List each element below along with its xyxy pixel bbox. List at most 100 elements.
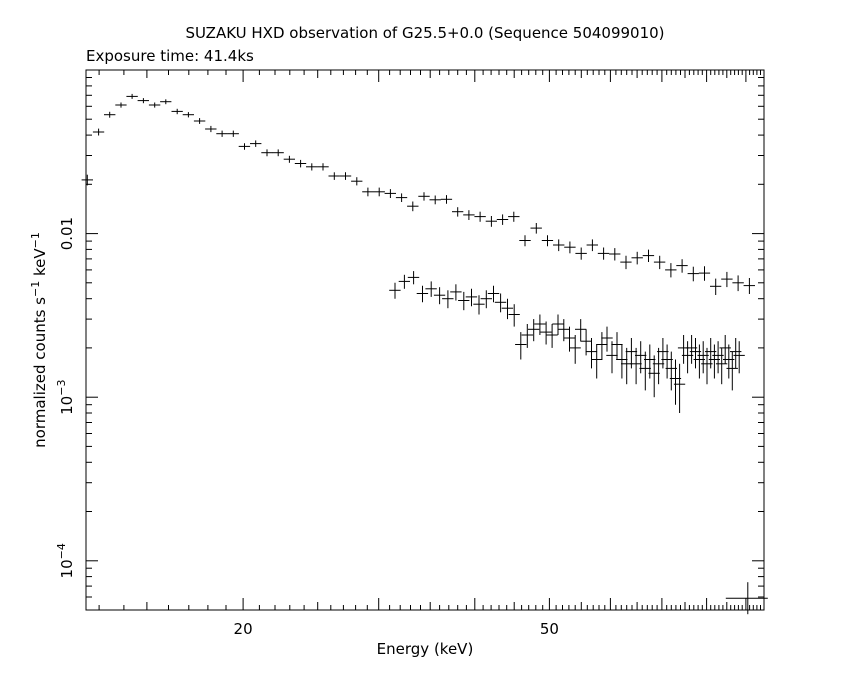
data-point <box>148 102 161 108</box>
data-point <box>721 271 733 288</box>
data-point <box>160 99 172 105</box>
data-point <box>546 324 558 348</box>
data-point <box>733 341 745 374</box>
data-point <box>519 235 531 247</box>
x-tick-label: 50 <box>540 620 559 638</box>
data-point <box>306 163 318 171</box>
data-point <box>429 195 441 205</box>
data-point <box>530 223 542 234</box>
data-point <box>487 285 500 303</box>
data-point <box>193 118 206 124</box>
y-axis-label-exp1: −1 <box>29 281 42 297</box>
x-tick-label: 20 <box>234 620 253 638</box>
data-point <box>182 112 194 118</box>
x-axis-label: Energy (keV) <box>377 640 474 658</box>
data-point <box>569 335 581 364</box>
data-point <box>473 295 485 315</box>
data-point <box>442 290 454 309</box>
data-point <box>81 174 93 186</box>
data-point <box>586 239 598 252</box>
data-point <box>528 319 540 342</box>
data-point <box>596 332 608 360</box>
data-point <box>205 125 217 133</box>
data-point <box>463 210 475 220</box>
data-point <box>631 251 643 265</box>
data-point <box>710 278 722 295</box>
data-point <box>575 319 587 342</box>
data-point <box>698 266 711 281</box>
data-point <box>373 187 385 197</box>
chart-title: SUZAKU HXD observation of G25.5+0.0 (Seq… <box>185 24 664 42</box>
data-point <box>496 214 509 225</box>
data-point <box>540 321 552 345</box>
data-point <box>606 341 618 374</box>
data-point <box>553 239 565 252</box>
data-point <box>501 298 514 320</box>
data-point <box>591 344 603 379</box>
data-point <box>283 155 295 163</box>
data-point <box>673 363 686 413</box>
data-point <box>541 235 554 247</box>
y-axis-label: normalized counts s−1 keV−1 <box>29 232 49 448</box>
y-axis-label-base: normalized counts s <box>31 297 49 448</box>
y-axis-label-mid: keV <box>31 248 49 281</box>
y-tick-label-exp: −3 <box>55 380 68 396</box>
data-point <box>580 329 592 356</box>
data-point <box>515 332 527 360</box>
data-point <box>115 102 127 108</box>
data-point <box>261 149 273 157</box>
axis-ticks <box>86 69 765 611</box>
data-point <box>328 172 340 180</box>
data-point <box>317 163 329 171</box>
data-point <box>743 278 755 294</box>
data-point <box>227 130 239 137</box>
data-point <box>601 326 613 352</box>
data-point <box>137 98 149 104</box>
data-point <box>238 143 251 150</box>
data-point <box>407 201 419 212</box>
data-point <box>485 216 497 227</box>
data-point <box>687 266 699 282</box>
data-point <box>620 255 632 270</box>
data-point <box>575 247 587 260</box>
data-point <box>407 271 420 285</box>
data-point <box>398 274 410 289</box>
data-point <box>609 248 621 261</box>
data-point <box>616 344 628 379</box>
y-tick-label-exp: −4 <box>55 543 68 559</box>
data-point <box>416 285 429 303</box>
data-point <box>508 304 520 327</box>
data-point <box>552 314 564 335</box>
data-point <box>585 338 598 369</box>
data-point <box>395 193 408 202</box>
y-axis-label-exp2: −1 <box>29 232 42 248</box>
data-point <box>630 347 642 385</box>
data-points <box>81 93 768 615</box>
plot-frame <box>85 69 765 611</box>
data-point <box>480 290 492 309</box>
data-point <box>425 281 437 297</box>
data-point <box>126 93 138 99</box>
data-point <box>92 128 105 136</box>
data-point <box>665 263 677 278</box>
data-point <box>653 255 666 270</box>
data-point <box>474 211 486 222</box>
data-point <box>732 275 744 292</box>
data-point <box>450 284 462 301</box>
exposure-time-label: Exposure time: 41.4ks <box>86 47 254 65</box>
data-point <box>465 288 478 307</box>
data-point <box>597 247 610 260</box>
data-point <box>216 130 228 137</box>
data-point <box>639 351 651 391</box>
data-point <box>433 287 446 305</box>
data-point <box>621 347 633 385</box>
data-point <box>452 207 464 217</box>
data-point <box>418 192 430 201</box>
data-point <box>534 314 546 335</box>
data-point <box>564 241 576 254</box>
y-tick-label: 10−3 <box>55 380 76 415</box>
data-point <box>494 293 507 313</box>
data-point <box>294 159 307 168</box>
data-point <box>272 149 284 157</box>
